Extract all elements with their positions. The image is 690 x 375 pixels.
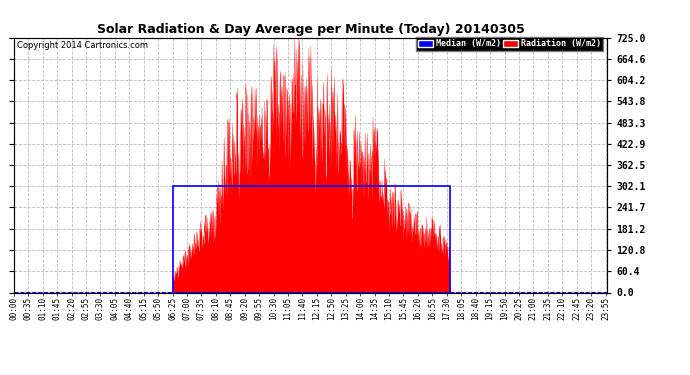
Title: Solar Radiation & Day Average per Minute (Today) 20140305: Solar Radiation & Day Average per Minute… <box>97 23 524 36</box>
Text: Copyright 2014 Cartronics.com: Copyright 2014 Cartronics.com <box>17 41 148 50</box>
Legend: Median (W/m2), Radiation (W/m2): Median (W/m2), Radiation (W/m2) <box>415 37 603 51</box>
Bar <box>172 186 450 292</box>
